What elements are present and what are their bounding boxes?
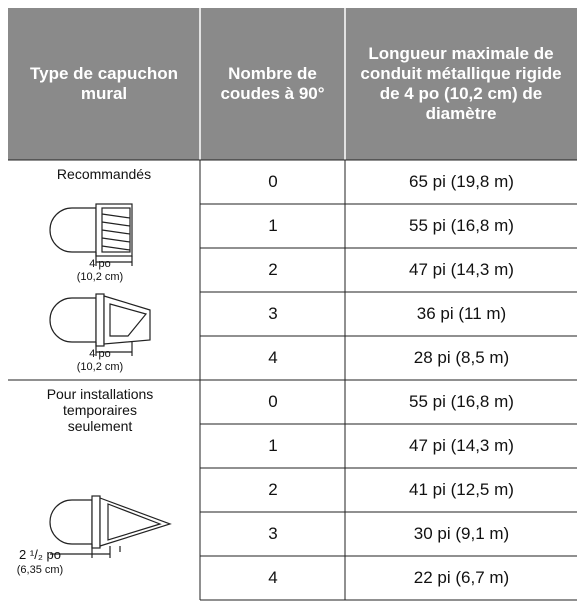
max-length: 41 pi (12,5 m) <box>409 480 514 499</box>
group-label: Recommandés <box>56 166 152 182</box>
max-length: 55 pi (16,8 m) <box>409 216 514 235</box>
max-length: 30 pi (9,1 m) <box>413 524 510 543</box>
dimension-label: 4 po <box>89 258 111 270</box>
group-label: Pour installations temporaires seulement <box>46 386 154 434</box>
grid-lines <box>8 159 577 601</box>
max-length: 36 pi (11 m) <box>416 304 507 323</box>
elbow-count: 4 <box>268 348 278 367</box>
max-length: 47 pi (14,3 m) <box>409 260 514 279</box>
elbow-count: 0 <box>268 392 278 411</box>
max-length: 65 pi (19,8 m) <box>409 172 514 191</box>
max-length: 55 pi (16,8 m) <box>409 392 514 411</box>
elbow-count: 1 <box>268 436 278 455</box>
header-cell: Type de capuchon mural <box>30 64 178 103</box>
header-cell: Longueur maximale de conduit métallique … <box>360 44 562 123</box>
elbow-count: 3 <box>268 524 278 543</box>
dimension-label: 4 po <box>89 348 111 360</box>
elbow-count: 2 <box>268 480 278 499</box>
header-background <box>8 8 577 160</box>
elbow-count: 0 <box>268 172 278 191</box>
elbow-count: 4 <box>268 568 278 587</box>
hood-icon <box>49 293 151 356</box>
louvered-hood-icon <box>49 203 133 266</box>
max-length: 28 pi (8,5 m) <box>413 348 510 367</box>
header-cell: Nombre de coudes à 90° <box>220 64 325 103</box>
temporary-hood-icon <box>49 495 172 558</box>
max-length: 47 pi (14,3 m) <box>409 436 514 455</box>
dimension-label: 2 ¹/₂ po <box>19 547 61 562</box>
elbow-count: 3 <box>268 304 278 323</box>
elbow-count: 1 <box>268 216 278 235</box>
max-length: 22 pi (6,7 m) <box>413 568 510 587</box>
elbow-count: 2 <box>268 260 278 279</box>
dimension-label: (10,2 cm) <box>76 271 124 283</box>
dimension-label: (6,35 cm) <box>16 564 64 576</box>
dimension-label: (10,2 cm) <box>76 361 124 373</box>
